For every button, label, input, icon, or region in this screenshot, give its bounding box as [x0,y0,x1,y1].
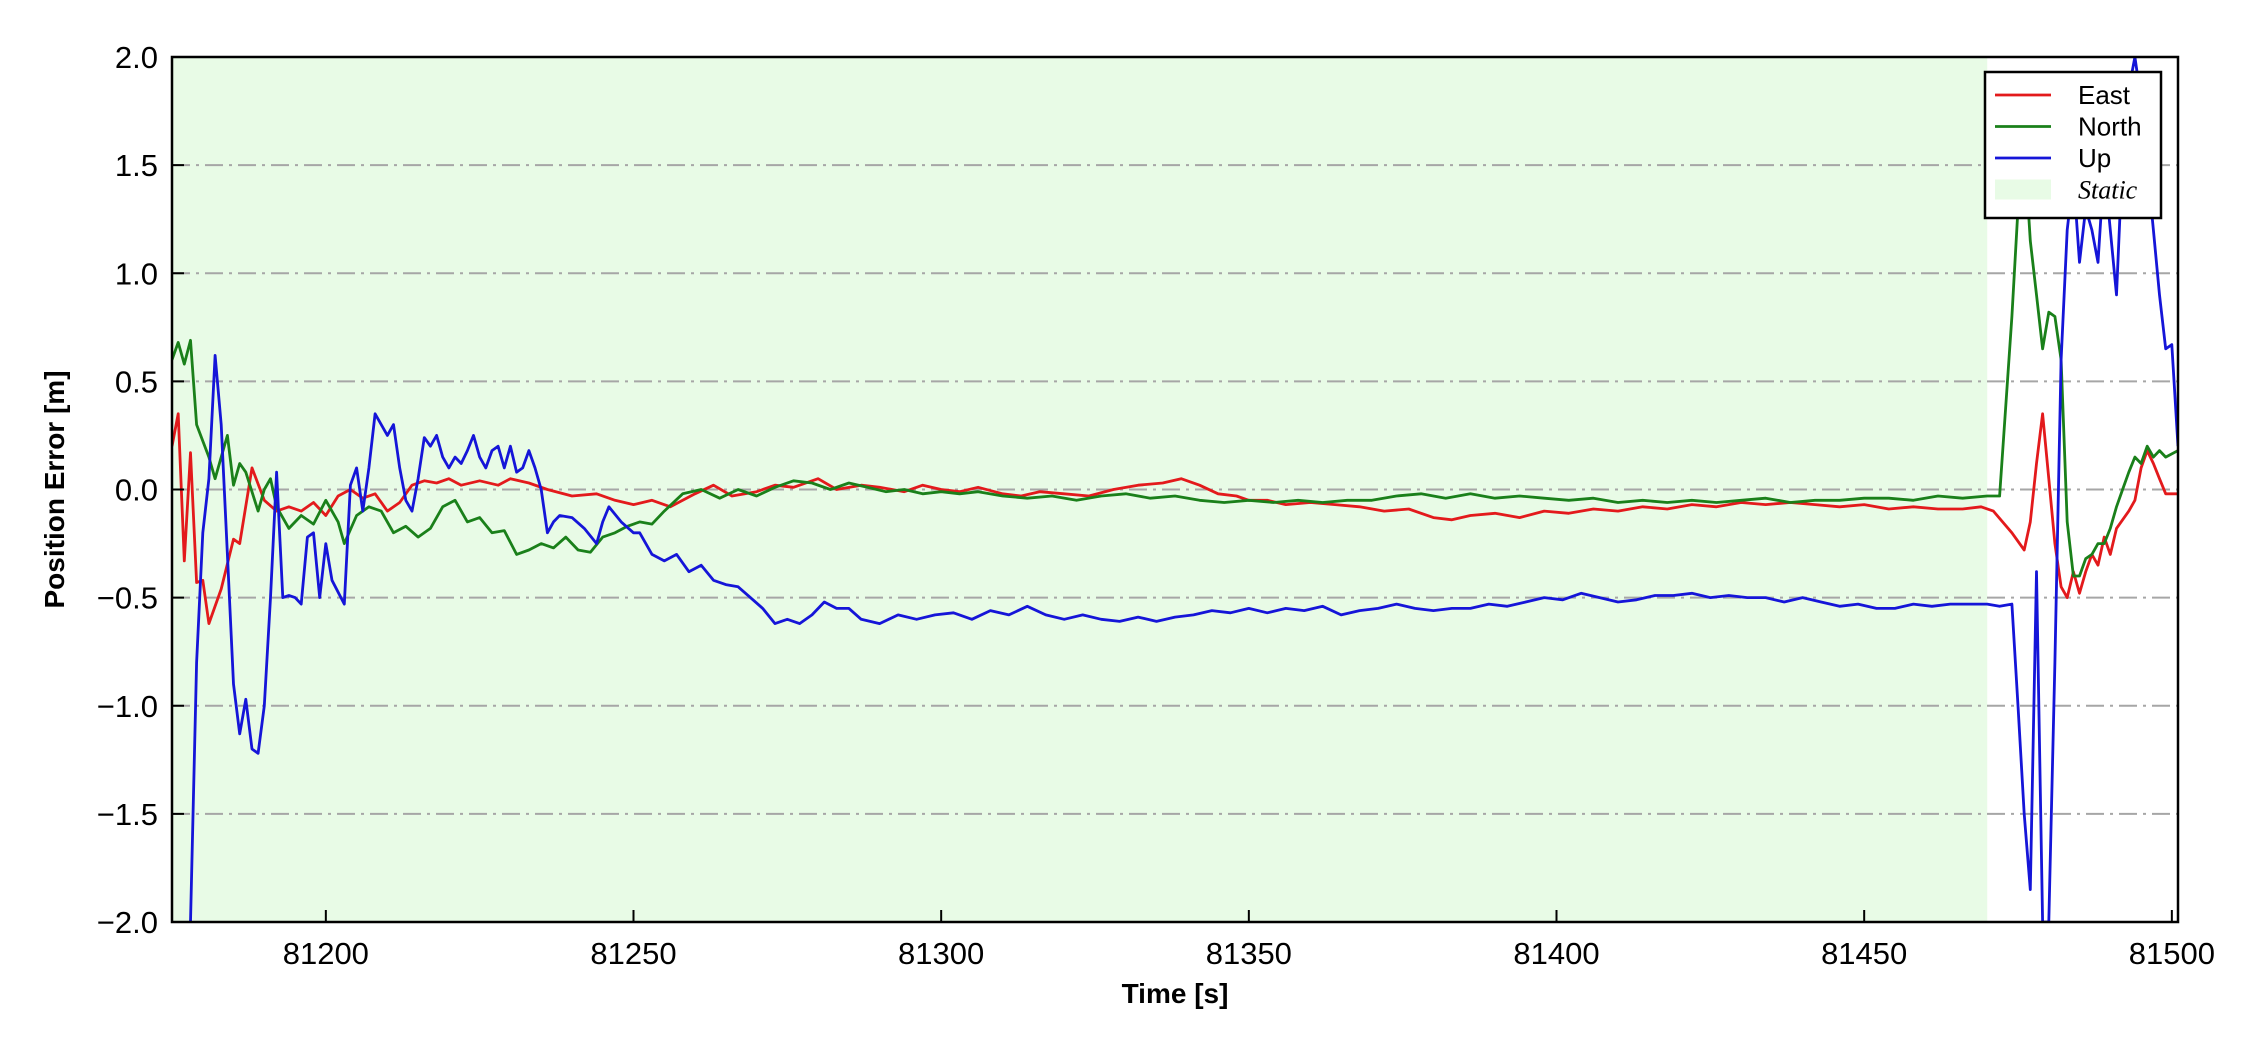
x-tick-label: 81400 [1513,936,1599,971]
series-line-east [172,412,2178,625]
y-axis-label: Position Error [m] [39,370,70,608]
x-tick-label: 81450 [1821,936,1907,971]
y-tick-label: 1.5 [115,148,158,183]
x-tick-label: 81250 [590,936,676,971]
y-tick-label: −1.5 [97,797,158,832]
x-tick-label: 81200 [283,936,369,971]
legend-label-up: Up [2078,143,2111,173]
x-tick-label: 81500 [2129,936,2215,971]
y-tick-label: −0.5 [97,581,158,616]
x-axis-label: Time [s] [1122,978,1229,1009]
y-tick-label: −1.0 [97,689,158,724]
x-tick-label: 81300 [898,936,984,971]
series-line-north [172,142,2178,578]
x-tick-label: 81350 [1206,936,1292,971]
legend-label-east: East [2078,80,2131,110]
series-line-up [189,57,2178,922]
y-tick-label: 0.0 [115,473,158,508]
legend-label-north: North [2078,112,2142,142]
y-tick-label: 0.5 [115,364,158,399]
y-tick-label: 1.0 [115,256,158,291]
y-tick-label: −2.0 [97,905,158,940]
y-tick-label: 2.0 [115,40,158,75]
legend-swatch-static [1995,179,2051,200]
legend-label-static: Static [2078,176,2138,205]
